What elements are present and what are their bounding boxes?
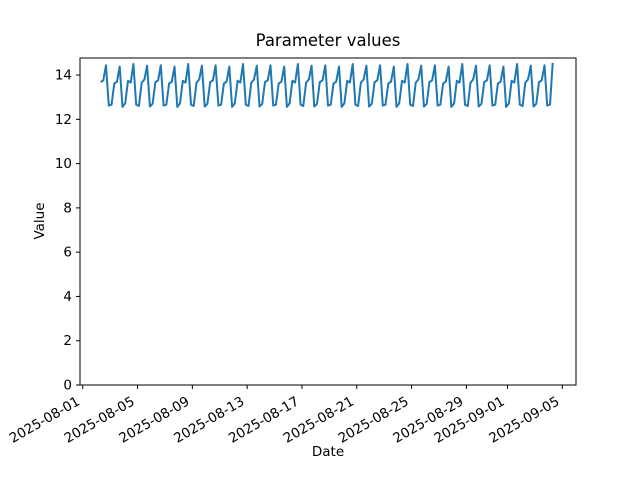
y-tick-label: 8 xyxy=(63,200,72,216)
y-tick-label: 6 xyxy=(63,245,72,261)
y-tick-label: 0 xyxy=(63,378,72,394)
axes-spine xyxy=(79,57,577,386)
y-tick-label: 14 xyxy=(55,68,72,84)
x-axis-label: Date xyxy=(311,444,345,460)
y-tick-label: 10 xyxy=(55,156,72,172)
y-tick-label: 4 xyxy=(63,289,72,305)
data-line xyxy=(100,62,554,108)
chart-title: Parameter values xyxy=(255,31,401,50)
y-tick-label: 2 xyxy=(63,333,72,349)
y-tick-label: 12 xyxy=(55,112,72,128)
